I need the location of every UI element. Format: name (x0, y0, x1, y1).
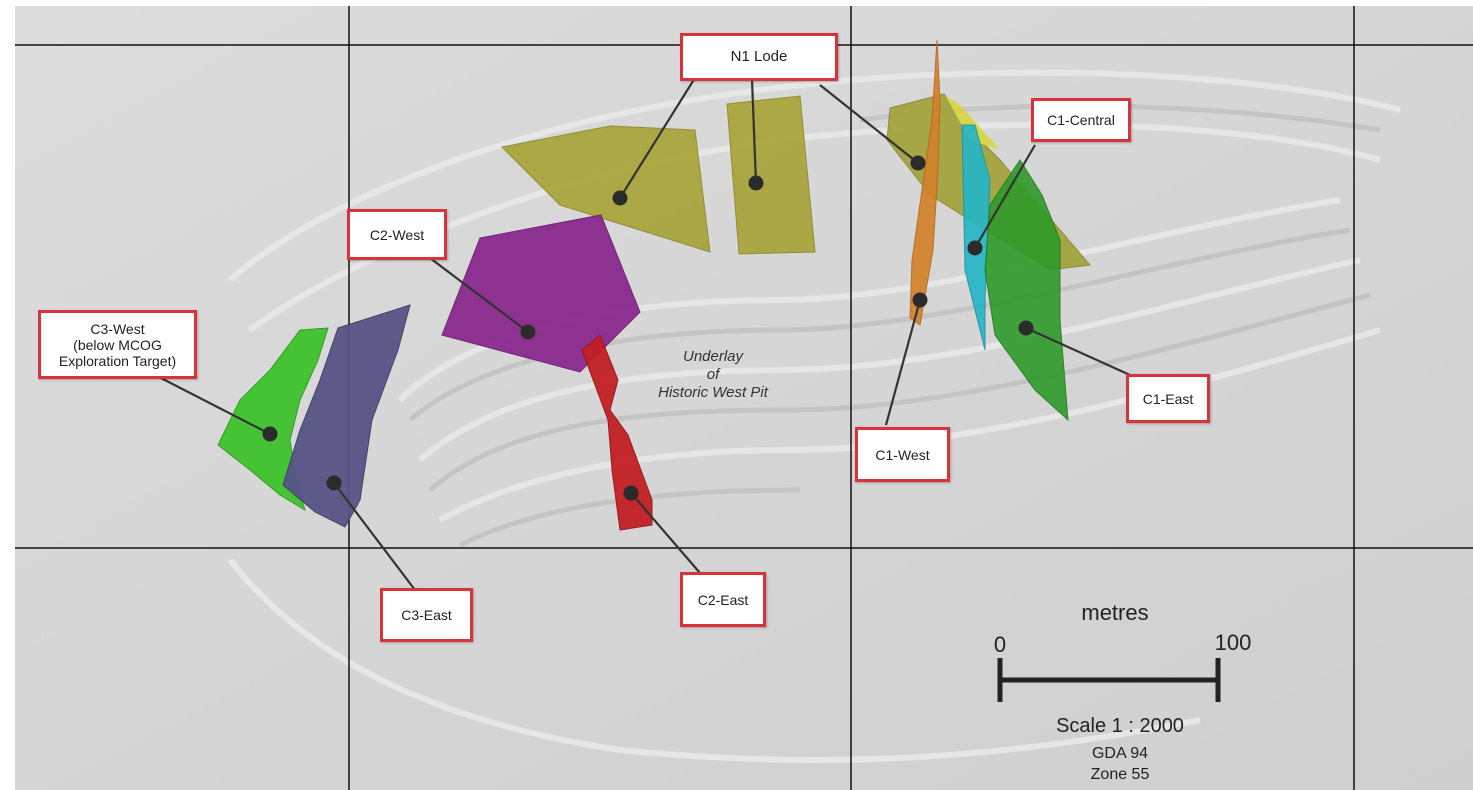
n1-lode-anchor-east (910, 155, 926, 171)
c1-west-label: C1-West (855, 427, 950, 482)
historic-pit-underlay-label: Underlay of Historic West Pit (658, 348, 768, 401)
c3-west-label: C3-West (below MCOG Exploration Target) (38, 310, 197, 379)
n1-lode-anchor-west (612, 190, 628, 206)
c1-central-body (961, 124, 991, 351)
n1-lode-anchor-middle (748, 175, 764, 191)
c1-central-label: C1-Central (1031, 98, 1131, 142)
scale-bar (997, 658, 1221, 702)
c3-west-anchor (262, 426, 278, 442)
c3-east-body (282, 304, 411, 528)
anchor-dots (262, 155, 1034, 501)
c2-west-label: C2-West (347, 209, 447, 260)
c1-east-anchor (1018, 320, 1034, 336)
c1-east-body (984, 159, 1069, 422)
c2-east-label: C2-East (680, 572, 766, 627)
c3-west-body (217, 327, 329, 512)
scale-units-label: metres (1081, 600, 1149, 625)
datum-label: GDA 94 (1091, 745, 1149, 762)
c2-east-body (581, 334, 653, 531)
n1-lode-label: N1 Lode (680, 33, 838, 81)
c3-east-anchor (326, 475, 342, 491)
c1-central-anchor (967, 240, 983, 256)
c3-east-label: C3-East (380, 588, 473, 642)
scale-end-label: 100 (1214, 630, 1252, 655)
scale-start-label: 0 (993, 632, 1007, 657)
c2-east-anchor (623, 485, 639, 501)
scale-ratio-label: Scale 1 : 2000 (1056, 715, 1184, 737)
c1-east-label: C1-East (1126, 374, 1210, 423)
c2-west-body (441, 214, 641, 373)
zone-label: Zone 55 (1090, 766, 1150, 783)
c2-west-anchor (520, 324, 536, 340)
c1-west-anchor (912, 292, 928, 308)
